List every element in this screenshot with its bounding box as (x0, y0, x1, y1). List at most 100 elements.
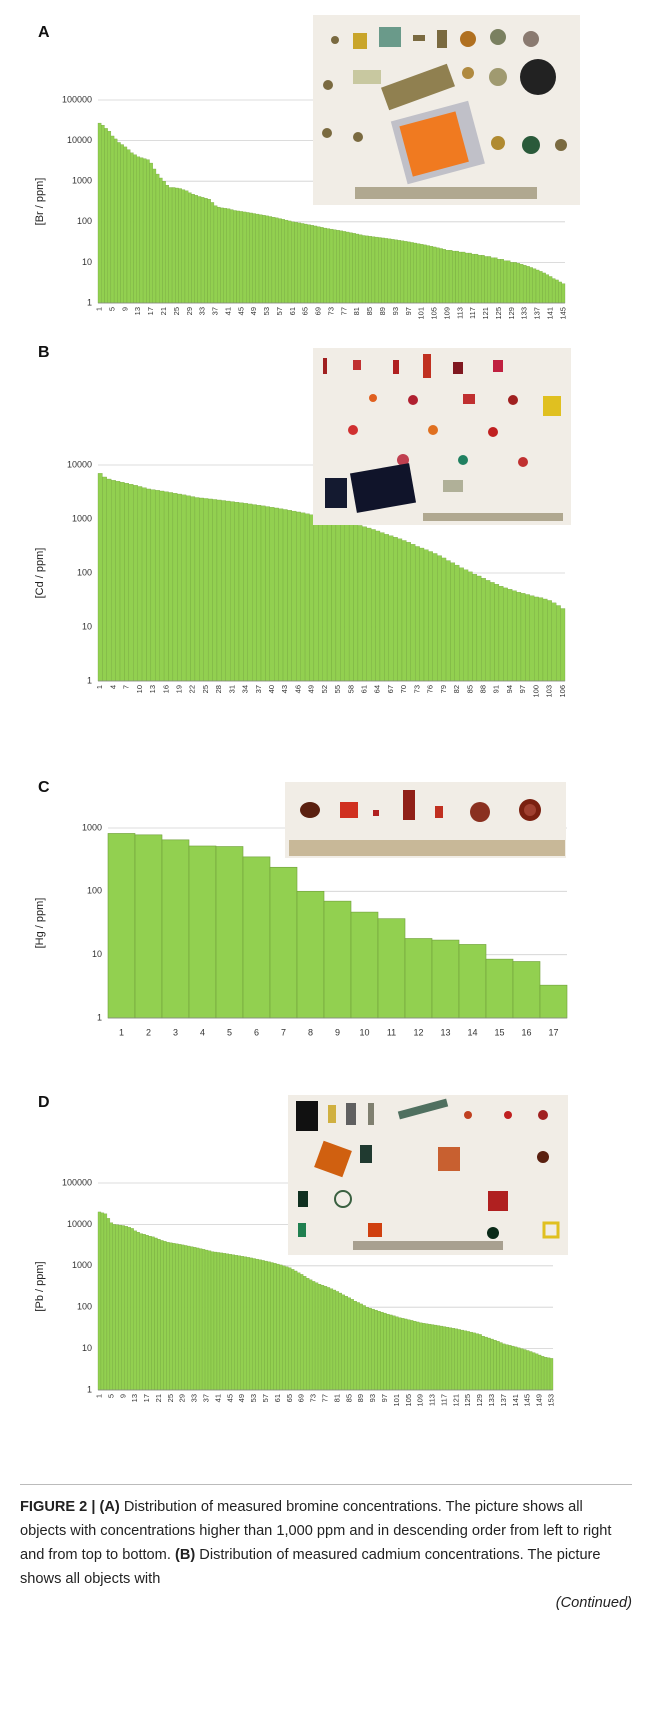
y-tick-label: 1000 (72, 176, 92, 186)
bar (321, 1285, 324, 1390)
bar (323, 517, 327, 681)
x-tick-label: 53 (249, 1394, 258, 1402)
bar (129, 484, 133, 681)
bar (166, 1242, 169, 1390)
bar (184, 1245, 187, 1390)
bar (261, 506, 265, 681)
bar (279, 509, 283, 681)
bar (250, 1258, 253, 1390)
bar (241, 1256, 244, 1390)
x-tick-label: 105 (404, 1394, 413, 1407)
bar (182, 190, 185, 303)
bar (324, 901, 351, 1018)
bar (168, 492, 172, 681)
bar (521, 593, 525, 681)
bar (407, 242, 410, 303)
bar (343, 231, 346, 303)
x-tick-label: 65 (285, 1394, 294, 1402)
bar (269, 217, 272, 303)
bar (459, 568, 463, 681)
bar (330, 229, 333, 303)
bar (185, 191, 188, 303)
bar (462, 252, 465, 303)
bar (272, 217, 275, 303)
bar (440, 1326, 443, 1390)
bar (119, 1225, 122, 1390)
bar (98, 473, 102, 681)
panel-label: A (38, 24, 50, 41)
bar (149, 1236, 152, 1390)
bar (398, 240, 401, 303)
bar (477, 576, 481, 681)
bar (117, 142, 120, 303)
x-tick-label: 17 (142, 1394, 151, 1402)
x-tick-label: 55 (333, 685, 342, 693)
bar (559, 282, 562, 303)
x-tick-label: 93 (368, 1394, 377, 1402)
bar (542, 273, 545, 303)
bar (288, 1268, 291, 1390)
bar (378, 1311, 381, 1390)
bar (486, 959, 513, 1018)
bar (259, 1260, 262, 1390)
panel-label: B (38, 344, 50, 361)
bar (151, 490, 155, 681)
caption-label: FIGURE 2 | (20, 1499, 95, 1515)
x-tick-label: 103 (545, 685, 554, 698)
x-tick-label: 141 (545, 307, 554, 320)
bar (372, 1309, 375, 1390)
x-tick-label: 53 (262, 307, 271, 315)
page: {"chart_data":[ {"type":"bar","label":"A… (0, 0, 655, 1723)
x-tick-label: 15 (494, 1027, 504, 1037)
bar (405, 938, 432, 1018)
bar (514, 1347, 517, 1390)
bar (253, 214, 256, 303)
x-tick-label: 97 (518, 685, 527, 693)
bar (124, 483, 128, 681)
bar (502, 1344, 505, 1390)
x-tick-label: 109 (416, 1394, 425, 1407)
x-tick-label: 52 (320, 685, 329, 693)
x-tick-label: 45 (225, 1394, 234, 1402)
x-tick-label: 93 (391, 307, 400, 315)
bar (116, 1225, 119, 1390)
bar (303, 1276, 306, 1390)
bar (226, 501, 230, 681)
bar (312, 1281, 315, 1390)
bar (279, 1265, 282, 1390)
x-tick-label: 31 (227, 685, 236, 693)
bar (450, 563, 454, 681)
bar (309, 1280, 312, 1390)
bar (479, 1334, 482, 1390)
x-tick-label: 64 (373, 685, 382, 693)
bar (208, 1251, 211, 1390)
bar (292, 511, 296, 681)
bar (175, 1244, 178, 1390)
bar (482, 1336, 485, 1390)
bar (305, 514, 309, 681)
x-tick-label: 5 (107, 307, 116, 311)
x-tick-label: 106 (558, 685, 567, 698)
bar (472, 574, 476, 681)
bar (190, 1247, 193, 1390)
bar (153, 169, 156, 303)
bar (467, 1331, 470, 1390)
bar (120, 482, 124, 681)
bar (191, 497, 195, 681)
bar (157, 1239, 160, 1390)
bar (217, 500, 221, 681)
bar (345, 521, 349, 681)
bar (297, 1273, 300, 1390)
bar (398, 539, 402, 681)
x-tick-label: 13 (133, 307, 142, 315)
bar (504, 261, 507, 303)
bar (249, 213, 252, 303)
bar (491, 1339, 494, 1390)
bar (296, 512, 300, 681)
bar (130, 153, 133, 303)
bar (459, 252, 462, 303)
bar (394, 240, 397, 303)
photo-c (285, 782, 566, 858)
photo-art (313, 15, 580, 205)
bar (216, 847, 243, 1018)
